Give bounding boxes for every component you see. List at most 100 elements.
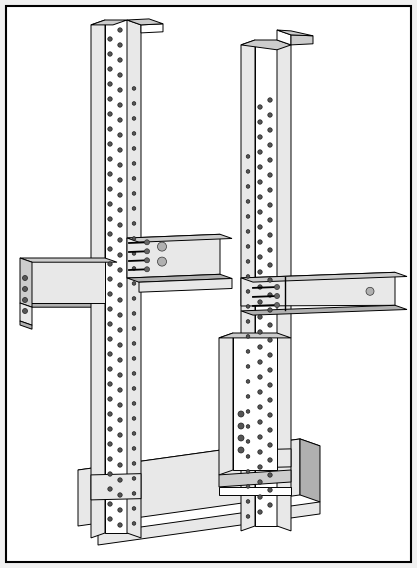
Circle shape [238, 435, 244, 441]
Circle shape [118, 403, 122, 407]
Polygon shape [241, 40, 291, 50]
Circle shape [108, 277, 112, 281]
Circle shape [268, 488, 272, 492]
Circle shape [108, 457, 112, 461]
Circle shape [108, 367, 112, 371]
Circle shape [118, 118, 122, 122]
Circle shape [268, 473, 272, 477]
Circle shape [108, 127, 112, 131]
Circle shape [268, 233, 272, 237]
Polygon shape [255, 40, 277, 526]
Circle shape [246, 215, 250, 218]
Circle shape [108, 502, 112, 506]
Polygon shape [277, 30, 313, 36]
Circle shape [118, 418, 122, 422]
Circle shape [258, 360, 262, 364]
Circle shape [258, 435, 262, 439]
Circle shape [108, 382, 112, 386]
Circle shape [258, 390, 262, 394]
Circle shape [23, 298, 28, 303]
Polygon shape [127, 234, 232, 242]
Circle shape [132, 432, 136, 435]
Polygon shape [127, 20, 141, 538]
Circle shape [108, 67, 112, 71]
Circle shape [118, 193, 122, 197]
Circle shape [132, 147, 136, 151]
Circle shape [108, 142, 112, 146]
Circle shape [258, 255, 262, 259]
Circle shape [118, 103, 122, 107]
Circle shape [246, 199, 250, 203]
Circle shape [132, 446, 136, 450]
Polygon shape [127, 19, 163, 25]
Polygon shape [141, 24, 163, 33]
Circle shape [268, 293, 272, 297]
Circle shape [246, 454, 250, 458]
Circle shape [246, 379, 250, 383]
Circle shape [132, 207, 136, 210]
Circle shape [246, 304, 250, 308]
Circle shape [258, 420, 262, 424]
Circle shape [268, 383, 272, 387]
Circle shape [268, 203, 272, 207]
Circle shape [145, 240, 150, 245]
Circle shape [145, 258, 150, 263]
Circle shape [258, 465, 262, 469]
Circle shape [118, 133, 122, 137]
Circle shape [132, 371, 136, 375]
Polygon shape [241, 40, 255, 531]
Circle shape [118, 493, 122, 497]
Circle shape [118, 523, 122, 527]
Circle shape [246, 410, 250, 414]
Circle shape [258, 135, 262, 139]
Circle shape [268, 218, 272, 222]
Circle shape [118, 328, 122, 332]
Circle shape [268, 398, 272, 402]
Polygon shape [20, 303, 32, 325]
Circle shape [108, 292, 112, 296]
Circle shape [118, 298, 122, 302]
Circle shape [108, 262, 112, 266]
Circle shape [23, 286, 28, 291]
Circle shape [108, 487, 112, 491]
Circle shape [118, 43, 122, 47]
Circle shape [268, 503, 272, 507]
Circle shape [108, 172, 112, 176]
Polygon shape [78, 439, 300, 526]
Circle shape [258, 315, 262, 319]
Circle shape [132, 237, 136, 240]
Polygon shape [20, 258, 105, 303]
Circle shape [268, 113, 272, 117]
Polygon shape [277, 30, 291, 45]
Circle shape [258, 495, 262, 499]
Polygon shape [219, 470, 291, 487]
Circle shape [132, 341, 136, 345]
Circle shape [268, 263, 272, 267]
Circle shape [246, 229, 250, 233]
Circle shape [246, 245, 250, 248]
Circle shape [108, 202, 112, 206]
Circle shape [118, 268, 122, 272]
Circle shape [108, 37, 112, 41]
Circle shape [246, 260, 250, 263]
Circle shape [108, 517, 112, 521]
Circle shape [118, 208, 122, 212]
Polygon shape [20, 258, 117, 262]
Circle shape [238, 411, 244, 417]
Circle shape [246, 275, 250, 278]
Circle shape [132, 102, 136, 105]
Circle shape [238, 423, 244, 429]
Circle shape [118, 478, 122, 482]
Circle shape [258, 150, 262, 154]
Circle shape [246, 470, 250, 473]
Circle shape [132, 296, 136, 300]
Circle shape [132, 132, 136, 135]
Circle shape [258, 375, 262, 379]
Polygon shape [139, 278, 232, 292]
Circle shape [268, 443, 272, 447]
Circle shape [268, 143, 272, 147]
Circle shape [108, 247, 112, 251]
Circle shape [268, 248, 272, 252]
Circle shape [108, 337, 112, 341]
Circle shape [258, 210, 262, 214]
